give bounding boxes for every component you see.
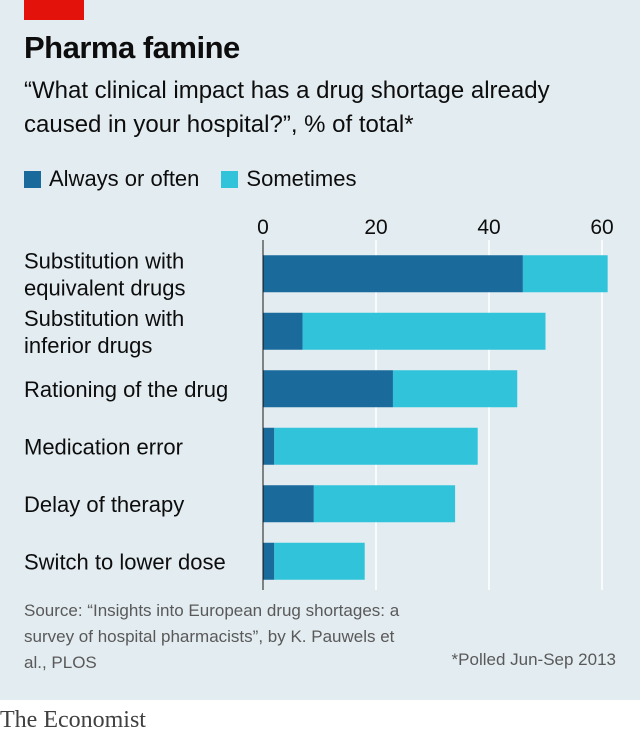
bar-delay-of-therapy-sometimes: [313, 485, 456, 523]
brand-red-tag: [24, 0, 84, 20]
bar-switch-to-lower-dose-always-or-often: [263, 542, 275, 580]
bar-rationing-of-the-drug-sometimes: [392, 370, 518, 408]
bar-switch-to-lower-dose-sometimes: [274, 542, 365, 580]
bar-substitution-with-inferior-drugs-always-or-often: [263, 312, 303, 350]
legend-label-sometimes: Sometimes: [246, 166, 357, 191]
tick-label-40: 40: [477, 216, 500, 239]
category-label-substitution-with-equivalent-drugs-line-2: equivalent drugs: [24, 275, 185, 300]
category-label-switch-to-lower-dose: Switch to lower dose: [24, 549, 226, 574]
category-label-delay-of-therapy: Delay of therapy: [24, 492, 184, 517]
legend: Always or often Sometimes: [24, 164, 378, 194]
category-label-rationing-of-the-drug: Rationing of the drug: [24, 377, 228, 402]
bar-medication-error-sometimes: [274, 427, 478, 465]
bar-substitution-with-inferior-drugs-sometimes: [302, 312, 546, 350]
chart-title: Pharma famine: [24, 30, 240, 65]
brand-wordmark: The Economist: [0, 707, 146, 733]
bar-delay-of-therapy-always-or-often: [263, 485, 314, 523]
legend-item-sometimes: Sometimes: [221, 166, 356, 192]
legend-label-always-or-often: Always or often: [49, 166, 200, 191]
tick-label-60: 60: [590, 216, 613, 239]
tick-label-20: 20: [364, 216, 387, 239]
source-note: Source: “Insights into European drug sho…: [24, 601, 400, 672]
bar-substitution-with-equivalent-drugs-sometimes: [522, 255, 608, 293]
legend-swatch-always-or-often: [24, 170, 41, 188]
chart-subtitle: “What clinical impact has a drug shortag…: [24, 77, 550, 138]
chart-panel: Pharma famine “What clinical impact has …: [0, 0, 640, 700]
category-label-substitution-with-inferior-drugs-line-2: inferior drugs: [24, 333, 152, 358]
bar-substitution-with-equivalent-drugs-always-or-often: [263, 255, 523, 293]
category-label-substitution-with-inferior-drugs-line-1: Substitution with: [24, 306, 184, 331]
bar-medication-error-always-or-often: [263, 427, 275, 465]
legend-swatch-sometimes: [221, 170, 239, 188]
footnote: *Polled Jun-Sep 2013: [451, 650, 616, 669]
category-label-substitution-with-equivalent-drugs-line-1: Substitution with: [24, 248, 184, 273]
tick-label-0: 0: [257, 216, 269, 239]
legend-item-always-or-often: Always or often: [24, 166, 199, 192]
bar-rationing-of-the-drug-always-or-often: [263, 370, 393, 408]
category-label-medication-error: Medication error: [24, 434, 183, 459]
